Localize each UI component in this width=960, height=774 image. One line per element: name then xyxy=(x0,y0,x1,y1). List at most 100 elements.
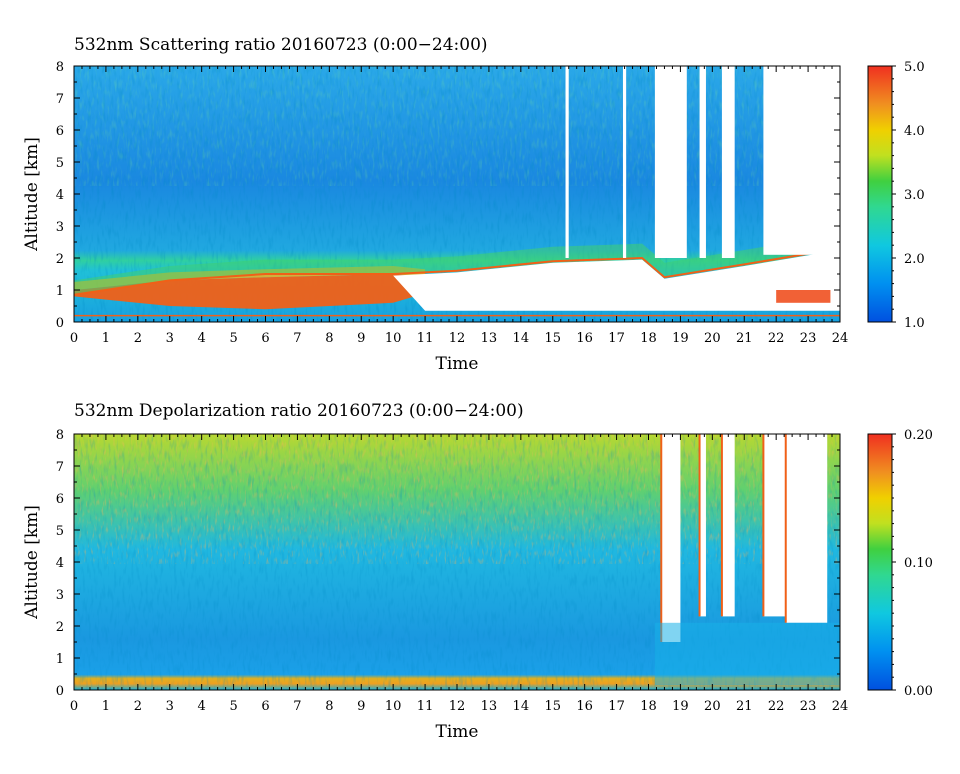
colorbar-tick-label: 5.0 xyxy=(904,60,925,75)
y-tick-label: 5 xyxy=(56,156,64,171)
missing-data-column xyxy=(785,434,828,623)
x-tick-label: 14 xyxy=(513,699,530,714)
x-tick-label: 3 xyxy=(166,331,174,346)
x-tick-label: 24 xyxy=(832,699,849,714)
x-tick-label: 13 xyxy=(481,699,498,714)
y-tick-label: 0 xyxy=(56,316,64,331)
x-tick-label: 17 xyxy=(608,331,625,346)
axes: 0 1 2 3 4 5 6 7 8 9 10 11 12 13 14 15 16 17 18 19 20 21 22 23 24… xyxy=(56,60,849,346)
x-tick-label: 13 xyxy=(481,331,498,346)
colorbar-ticks: 1.0 2.0 3.0 4.0 5.0 xyxy=(892,60,925,331)
y-axis-label: Altitude [km] xyxy=(22,137,42,252)
x-tick-label: 6 xyxy=(261,331,269,346)
x-tick-label: 7 xyxy=(293,331,301,346)
x-tick-label: 19 xyxy=(672,699,689,714)
aerosol-layer-high xyxy=(776,290,831,303)
x-tick-label: 17 xyxy=(608,699,625,714)
y-tick-label: 1 xyxy=(56,652,64,667)
x-tick-label: 15 xyxy=(544,331,561,346)
y-tick-label: 5 xyxy=(56,524,64,539)
x-tick-label: 12 xyxy=(449,331,466,346)
x-tick-label: 12 xyxy=(449,699,466,714)
x-tick-label: 5 xyxy=(229,699,237,714)
x-tick-label: 2 xyxy=(134,699,142,714)
x-tick-label: 22 xyxy=(768,331,785,346)
y-tick-label: 8 xyxy=(56,60,64,75)
boundary-layer-band xyxy=(74,234,840,295)
x-axis-label: Time xyxy=(436,722,479,742)
x-tick-label: 1 xyxy=(102,699,110,714)
x-tick-label: 21 xyxy=(736,699,753,714)
x-tick-label: 9 xyxy=(357,699,365,714)
x-tick-label: 4 xyxy=(198,331,206,346)
boundary-layer-top xyxy=(74,247,840,296)
x-tick-label: 8 xyxy=(325,699,333,714)
heatmap-field xyxy=(74,66,840,322)
x-tick-label: 22 xyxy=(768,699,785,714)
x-tick-label: 20 xyxy=(704,331,721,346)
aerosol-layer-high xyxy=(74,274,426,310)
colorbar xyxy=(867,65,893,323)
y-tick-label: 2 xyxy=(56,252,64,267)
x-tick-label: 11 xyxy=(417,699,434,714)
chart-title: 532nm Depolarization ratio 20160723 (0:0… xyxy=(74,401,524,421)
x-tick-label: 9 xyxy=(357,331,365,346)
colorbar-tick-label: 0.10 xyxy=(904,556,933,571)
heatmap-noise-upper xyxy=(74,434,840,564)
lower-layer xyxy=(654,622,840,686)
colorbar-tick-label: 3.0 xyxy=(904,188,925,203)
heatmap-features xyxy=(74,66,840,317)
x-tick-label: 8 xyxy=(325,331,333,346)
x-tick-label: 21 xyxy=(736,331,753,346)
y-tick-label: 4 xyxy=(56,556,64,571)
missing-data-column xyxy=(721,434,735,617)
y-axis-label: Altitude [km] xyxy=(22,505,42,620)
x-tick-label: 24 xyxy=(832,331,849,346)
x-tick-label: 5 xyxy=(229,331,237,346)
colorbar xyxy=(867,433,893,691)
x-tick-label: 10 xyxy=(385,331,402,346)
x-tick-label: 14 xyxy=(513,331,530,346)
y-tick-label: 3 xyxy=(56,588,64,603)
y-tick-label: 1 xyxy=(56,284,64,299)
missing-data-column xyxy=(699,66,706,258)
missing-data-column xyxy=(763,66,840,255)
x-tick-label: 11 xyxy=(417,331,434,346)
colorbar-tick-label: 0.00 xyxy=(904,684,933,699)
y-tick-label: 2 xyxy=(56,620,64,635)
y-tick-label: 4 xyxy=(56,188,64,203)
missing-data-column xyxy=(661,434,681,642)
heatmap-noise-upper xyxy=(74,66,840,186)
heatmap-field xyxy=(74,434,840,690)
missing-data-column xyxy=(622,66,627,258)
x-tick-label: 18 xyxy=(640,699,657,714)
missing-data-column xyxy=(721,66,735,258)
colorbar-tick-label: 1.0 xyxy=(904,316,925,331)
x-tick-label: 0 xyxy=(70,699,78,714)
missing-data-column xyxy=(565,66,569,258)
colorbar-tick-label: 4.0 xyxy=(904,124,925,139)
colorbar-tick-label: 0.20 xyxy=(904,428,933,443)
x-tick-label: 10 xyxy=(385,699,402,714)
heatmap-features xyxy=(654,434,840,686)
x-tick-label: 0 xyxy=(70,331,78,346)
chart-title: 532nm Scattering ratio 20160723 (0:00−24… xyxy=(74,35,488,55)
no-data-lower xyxy=(393,250,840,311)
colorbar-tick-label: 2.0 xyxy=(904,252,925,267)
missing-data-column xyxy=(763,434,786,617)
y-tick-label: 8 xyxy=(56,428,64,443)
missing-data-column xyxy=(699,434,706,617)
y-tick-label: 7 xyxy=(56,92,64,107)
x-tick-label: 6 xyxy=(261,699,269,714)
x-tick-label: 23 xyxy=(800,331,817,346)
x-tick-label: 15 xyxy=(544,699,561,714)
x-axis-label: Time xyxy=(436,354,479,374)
x-tick-label: 23 xyxy=(800,699,817,714)
y-tick-label: 6 xyxy=(56,492,64,507)
x-tick-label: 1 xyxy=(102,331,110,346)
axes: 0 1 2 3 4 5 6 7 8 9 10 11 12 13 14 15 16 17 18 19 20 21 22 23 24… xyxy=(56,428,849,714)
x-tick-label: 3 xyxy=(166,699,174,714)
x-tick-label: 20 xyxy=(704,699,721,714)
y-tick-label: 6 xyxy=(56,124,64,139)
